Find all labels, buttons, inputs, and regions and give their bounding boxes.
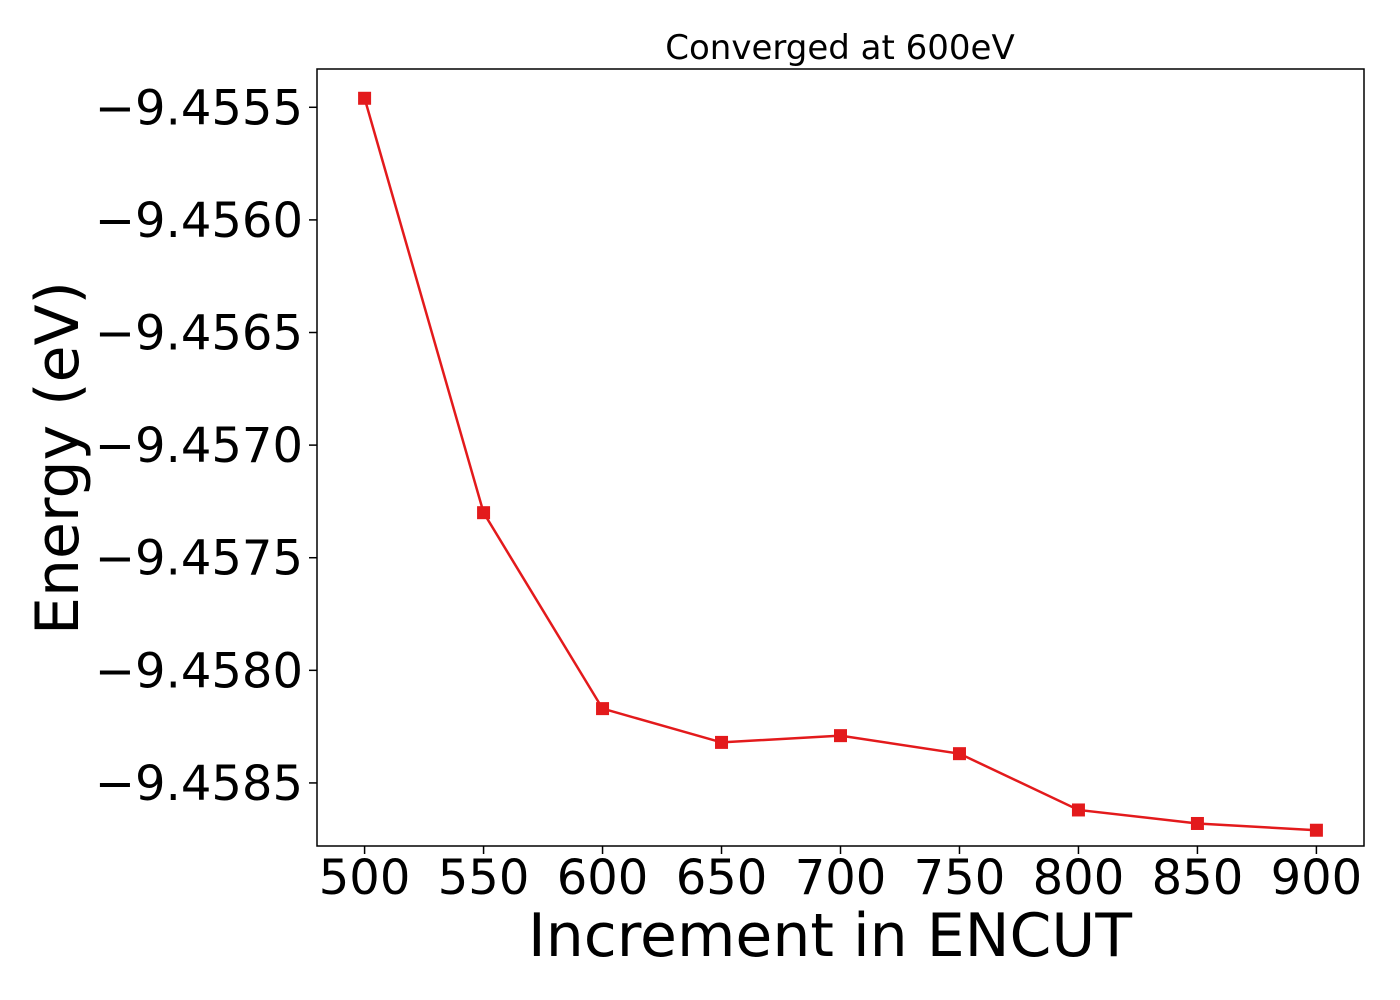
- data-point-marker: [834, 729, 847, 743]
- x-tick-label: 500: [319, 850, 411, 906]
- x-tick-label: 750: [914, 850, 1006, 906]
- data-point-marker: [952, 747, 966, 761]
- data-point-marker: [1309, 823, 1323, 837]
- x-tick-label: 900: [1271, 850, 1363, 906]
- x-tick-label: 700: [795, 850, 887, 906]
- y-axis-title: Energy (eV): [23, 281, 93, 635]
- data-point-marker: [358, 91, 372, 105]
- x-tick-label: 600: [557, 850, 649, 906]
- y-tick-label: −9.4570: [95, 418, 303, 474]
- y-tick-label: −9.4555: [95, 80, 303, 136]
- y-tick-label: −9.4560: [95, 193, 303, 249]
- chart-title: Converged at 600eV: [665, 28, 1014, 68]
- series-line: [363, 97, 1317, 832]
- data-point-marker: [596, 702, 610, 716]
- y-tick-label: −9.4575: [95, 531, 303, 587]
- data-point-marker: [477, 506, 491, 520]
- y-tick-label: −9.4585: [95, 756, 303, 812]
- x-axis-ticks: 500 550 600 650 700 750 800 850 900: [319, 846, 1362, 906]
- series-layer: [358, 91, 1323, 837]
- x-tick-label: 550: [438, 850, 530, 906]
- x-axis-title: Increment in ENCUT: [528, 901, 1132, 971]
- data-point-marker: [1190, 816, 1204, 830]
- y-axis-ticks: −9.4555 −9.4560 −9.4565 −9.4570 −9.4575 −9.45…: [95, 80, 317, 812]
- data-point-marker: [715, 735, 729, 749]
- y-tick-label: −9.4565: [95, 306, 303, 362]
- x-tick-label: 800: [1033, 850, 1125, 906]
- x-tick-label: 650: [676, 850, 768, 906]
- x-tick-label: 850: [1152, 850, 1244, 906]
- data-point-marker: [1071, 803, 1085, 817]
- y-tick-label: −9.4580: [95, 643, 303, 699]
